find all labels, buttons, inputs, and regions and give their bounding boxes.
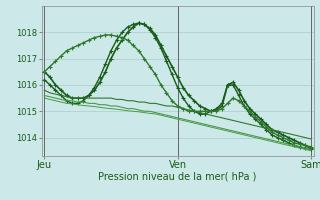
X-axis label: Pression niveau de la mer( hPa ): Pression niveau de la mer( hPa ) bbox=[99, 172, 257, 182]
